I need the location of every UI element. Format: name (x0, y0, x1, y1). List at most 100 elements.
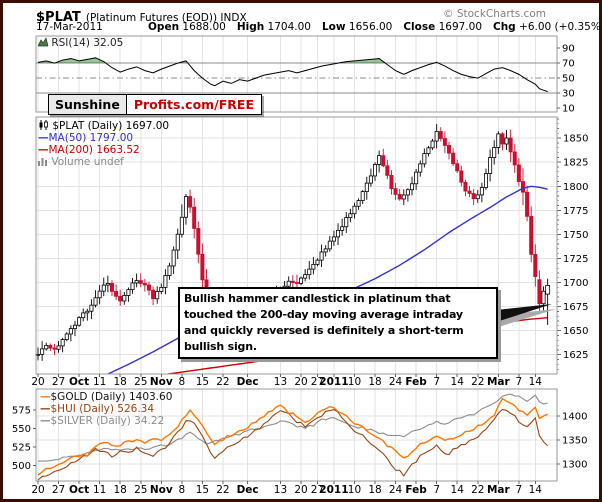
svg-text:7: 7 (433, 484, 440, 496)
rsi-legend: RSI(14) 32.05 (37, 37, 124, 49)
svg-text:8: 8 (179, 376, 186, 388)
annotation-box: Bullish hammer candlestick in platinum t… (178, 287, 498, 359)
candlestick-icon (39, 120, 48, 130)
svg-text:1675: 1675 (563, 302, 588, 313)
main-legend-symbol-row: $PLAT (Daily) 1697.00 (38, 120, 169, 132)
main-legend: $PLAT (Daily) 1697.00 —MA(50) 1797.00 —M… (38, 120, 169, 168)
ma200-swatch: — (38, 144, 49, 156)
svg-text:24: 24 (389, 376, 403, 388)
svg-text:Feb: Feb (405, 376, 427, 388)
svg-text:Oct: Oct (69, 376, 89, 388)
ohlc-chg: Chg +6.00 (+0.35%) ▲ (493, 21, 602, 33)
svg-text:525: 525 (12, 442, 31, 453)
svg-text:1825: 1825 (563, 158, 588, 169)
lower-legend-silver-row: —$SILVER (Daily) 34.22 (40, 415, 165, 427)
badge-right-label: Profits.com/FREE (126, 95, 261, 114)
header-title-row: $PLAT (Platinum Futures (EOD)) INDX (36, 6, 247, 25)
svg-text:14: 14 (451, 376, 465, 388)
main-legend-volume-row: Volume undef (38, 156, 169, 168)
svg-text:15: 15 (196, 376, 209, 388)
svg-text:10: 10 (348, 484, 361, 496)
svg-text:18: 18 (114, 376, 127, 388)
svg-text:10: 10 (562, 104, 575, 115)
svg-text:18: 18 (368, 376, 381, 388)
sunshine-profits-badge[interactable]: Sunshine Profits.com/FREE (48, 94, 262, 115)
svg-text:Oct: Oct (69, 484, 89, 496)
rsi-area-icon (37, 37, 49, 47)
annotation-line: touched the 200-day moving average intra… (184, 308, 463, 321)
svg-text:25: 25 (134, 484, 147, 496)
gold-swatch: — (40, 391, 51, 403)
svg-text:Feb: Feb (405, 484, 427, 496)
svg-text:1850: 1850 (563, 134, 588, 145)
svg-text:11: 11 (93, 484, 106, 496)
svg-text:15: 15 (196, 484, 209, 496)
svg-text:1400: 1400 (562, 411, 587, 422)
svg-text:27: 27 (52, 484, 65, 496)
ohlc-open: Open 1688.00 (148, 21, 226, 33)
quote-date: 17-Mar-2011 (36, 21, 103, 33)
svg-text:7: 7 (433, 376, 440, 388)
svg-text:14: 14 (529, 376, 543, 388)
svg-text:20: 20 (294, 484, 307, 496)
svg-text:1725: 1725 (563, 254, 588, 265)
main-legend-ma50-row: —MA(50) 1797.00 (38, 132, 134, 144)
lower-legend: —$GOLD (Daily) 1403.60 —$HUI (Daily) 526… (40, 391, 172, 427)
ma50-swatch: — (38, 132, 49, 144)
ohlc-low: Low 1656.00 (321, 21, 393, 33)
annotation-line: and quickly reversed is definitely a sho… (184, 324, 464, 337)
badge-left-label: Sunshine (49, 95, 127, 114)
svg-text:22: 22 (471, 376, 484, 388)
volume-bars-icon (38, 158, 47, 166)
svg-text:Mar: Mar (487, 484, 511, 496)
svg-text:27: 27 (311, 484, 324, 496)
rsi-legend-label: RSI(14) 32.05 (51, 37, 124, 49)
symbol: $PLAT (36, 10, 81, 25)
svg-text:20: 20 (294, 376, 307, 388)
svg-text:7: 7 (516, 484, 523, 496)
svg-text:18: 18 (368, 484, 381, 496)
svg-text:50: 50 (562, 74, 575, 85)
svg-text:1625: 1625 (563, 350, 588, 361)
svg-text:1800: 1800 (563, 182, 588, 193)
svg-text:8: 8 (179, 484, 186, 496)
svg-text:2011: 2011 (319, 484, 348, 496)
ohlc-row: Open 1688.00 High 1704.00 Low 1656.00 Cl… (148, 21, 602, 33)
svg-text:70: 70 (562, 59, 575, 70)
svg-text:10: 10 (348, 376, 361, 388)
svg-text:1700: 1700 (563, 278, 588, 289)
svg-text:22: 22 (216, 376, 229, 388)
svg-text:30: 30 (562, 89, 575, 100)
svg-text:18: 18 (114, 484, 127, 496)
svg-text:1775: 1775 (563, 206, 588, 217)
svg-text:Mar: Mar (487, 376, 511, 388)
svg-text:1750: 1750 (563, 230, 588, 241)
svg-text:11: 11 (93, 376, 106, 388)
copyright: © StockCharts.com (443, 8, 546, 20)
svg-text:20: 20 (31, 376, 44, 388)
svg-text:575: 575 (12, 405, 31, 416)
svg-text:90: 90 (562, 44, 575, 55)
svg-text:14: 14 (451, 484, 465, 496)
lower-legend-gold-row: —$GOLD (Daily) 1403.60 (40, 391, 173, 403)
svg-text:13: 13 (274, 376, 287, 388)
svg-text:1350: 1350 (562, 436, 587, 447)
svg-text:25: 25 (134, 376, 147, 388)
svg-text:22: 22 (471, 484, 484, 496)
silver-swatch: — (40, 415, 51, 427)
svg-text:Nov: Nov (150, 484, 173, 496)
lower-legend-hui-row: —$HUI (Daily) 526.34 (40, 403, 155, 415)
svg-text:7: 7 (516, 376, 523, 388)
ohlc-high: High 1704.00 (236, 21, 311, 33)
ohlc-close: Close 1697.00 (403, 21, 482, 33)
svg-text:13: 13 (274, 484, 287, 496)
annotation-line: bullish sign. (184, 340, 257, 353)
annotation-line: Bullish hammer candlestick in platinum t… (184, 292, 451, 305)
svg-text:27: 27 (52, 376, 65, 388)
main-legend-ma200-row: —MA(200) 1663.52 (38, 144, 140, 156)
svg-text:20: 20 (31, 484, 44, 496)
hui-swatch: — (40, 403, 51, 415)
svg-text:22: 22 (216, 484, 229, 496)
svg-text:27: 27 (311, 376, 324, 388)
